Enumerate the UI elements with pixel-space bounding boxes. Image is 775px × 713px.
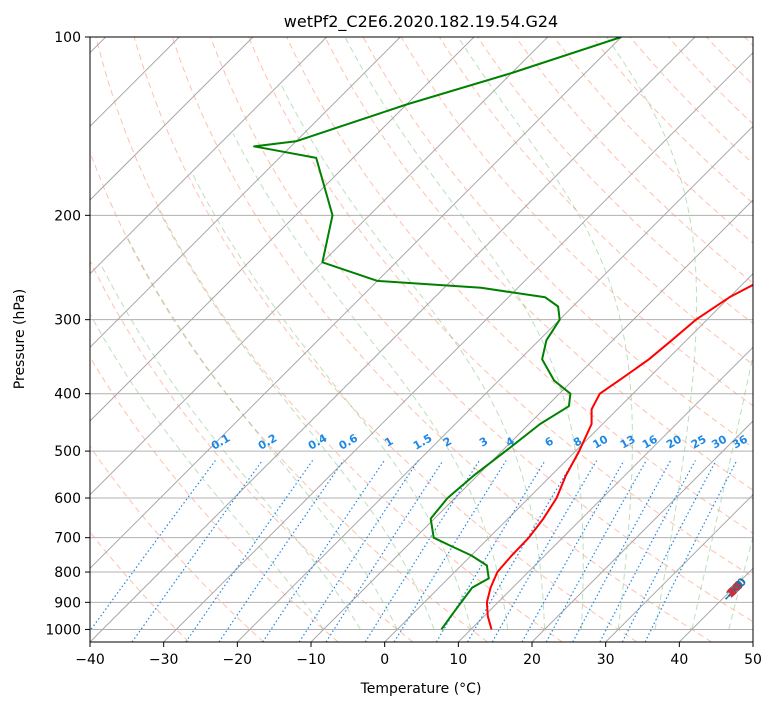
x-tick-label: 40: [670, 652, 688, 668]
y-tick-label: 200: [54, 208, 81, 224]
mixing-ratio-label: 1: [382, 435, 395, 450]
moist-adiabat: [345, 37, 583, 629]
isotherm-gridline: [0, 37, 253, 642]
x-tick-label: −10: [296, 652, 326, 668]
y-tick-label: 600: [54, 491, 81, 507]
isotherm-gridline: [0, 37, 327, 642]
dry-adiabat: [478, 37, 775, 642]
x-tick-label: −20: [223, 652, 253, 668]
x-tick-label: 50: [744, 652, 762, 668]
mixing-ratio-line: [573, 461, 671, 643]
dewpoint-profile: [254, 37, 621, 629]
mixing-ratio-line: [468, 461, 574, 643]
x-tick-label: 10: [449, 652, 467, 668]
x-tick-label: 0: [380, 652, 389, 668]
dry-adiabat: [0, 37, 264, 642]
x-tick-label: −40: [75, 652, 105, 668]
y-tick-label: 400: [54, 387, 81, 403]
isotherm-gridline: [16, 37, 621, 642]
isotherm-gridline: [311, 37, 775, 642]
isotherm-gridline: [679, 37, 775, 642]
dry-adiabat: [20, 37, 413, 642]
isotherm-gridline: [90, 37, 695, 642]
moist-adiabat: [281, 85, 544, 629]
dry-adiabat: [707, 37, 775, 642]
mixing-ratio-line: [263, 461, 385, 643]
dry-adiabat: [668, 37, 775, 642]
x-axis-title: Temperature (°C): [360, 681, 482, 697]
moist-adiabat: [692, 37, 775, 629]
dry-adiabat: [96, 37, 562, 642]
y-tick-label: 500: [54, 444, 81, 460]
isotherm-gridline: [0, 37, 400, 642]
isotherm-gridline: [532, 37, 775, 642]
dry-adiabat: [0, 37, 338, 642]
isotherm-gridline: [237, 37, 775, 642]
mixing-ratio-line: [299, 461, 418, 643]
isotherm-gridline: [458, 37, 775, 642]
moist-adiabat: [729, 37, 775, 629]
moist-adiabat: [233, 133, 508, 629]
y-tick-label: 1000: [45, 622, 81, 638]
isotherm-gridline: [0, 37, 474, 642]
x-tick-label: 30: [597, 652, 615, 668]
dry-adiabat: [58, 37, 488, 642]
mixing-ratio-line: [132, 461, 262, 643]
x-tick-label: 20: [523, 652, 541, 668]
moist-adiabat: [77, 289, 324, 630]
mixing-ratio-label: 0.4: [306, 431, 330, 452]
dry-adiabat: [516, 37, 775, 642]
mixing-ratio-label: 30: [709, 432, 729, 451]
mixing-ratio-label: 0.1: [209, 432, 232, 453]
y-tick-label: 800: [54, 565, 81, 581]
y-tick-label: 300: [54, 313, 81, 329]
dry-adiabat: [592, 37, 775, 642]
chart-title: wetPf2_C2E6.2020.182.19.54.G24: [284, 12, 558, 32]
mixing-ratio-label: 10: [590, 432, 610, 451]
y-axis-title: Pressure (hPa): [12, 289, 28, 389]
dry-adiabat: [0, 37, 189, 642]
mixing-ratio-label: 3: [477, 435, 490, 450]
dry-adiabat: [134, 37, 637, 642]
moist-adiabat: [193, 174, 471, 629]
x-tick-label: −30: [149, 652, 179, 668]
y-tick-label: 900: [54, 595, 81, 611]
mixing-ratio-label: 25: [689, 433, 709, 452]
mixing-ratio-label: 6: [543, 434, 556, 449]
mixing-ratio-line: [600, 461, 696, 643]
y-tick-label: 100: [54, 30, 81, 46]
isotherm-gridline: [164, 37, 769, 642]
mixing-ratio-label: 1.5: [411, 432, 434, 453]
mixing-ratio-line: [186, 461, 313, 643]
mixing-ratio-line: [645, 461, 737, 643]
isotherm-gridline: [385, 37, 775, 642]
mixing-ratio-label: 20: [664, 432, 684, 451]
mixing-ratio-line: [82, 461, 216, 643]
mixing-ratio-line: [492, 461, 596, 643]
isotherm-gridline: [753, 37, 775, 642]
dry-adiabat: [554, 37, 775, 642]
mixing-ratio-label: 13: [618, 433, 638, 452]
mixing-ratio-line: [326, 461, 443, 643]
y-tick-label: 700: [54, 531, 81, 547]
mixing-ratio-line: [522, 461, 624, 643]
mixing-ratio-label: 16: [640, 432, 660, 451]
mixing-ratio-label: 0.2: [256, 432, 279, 453]
plot-frame: [90, 37, 753, 642]
